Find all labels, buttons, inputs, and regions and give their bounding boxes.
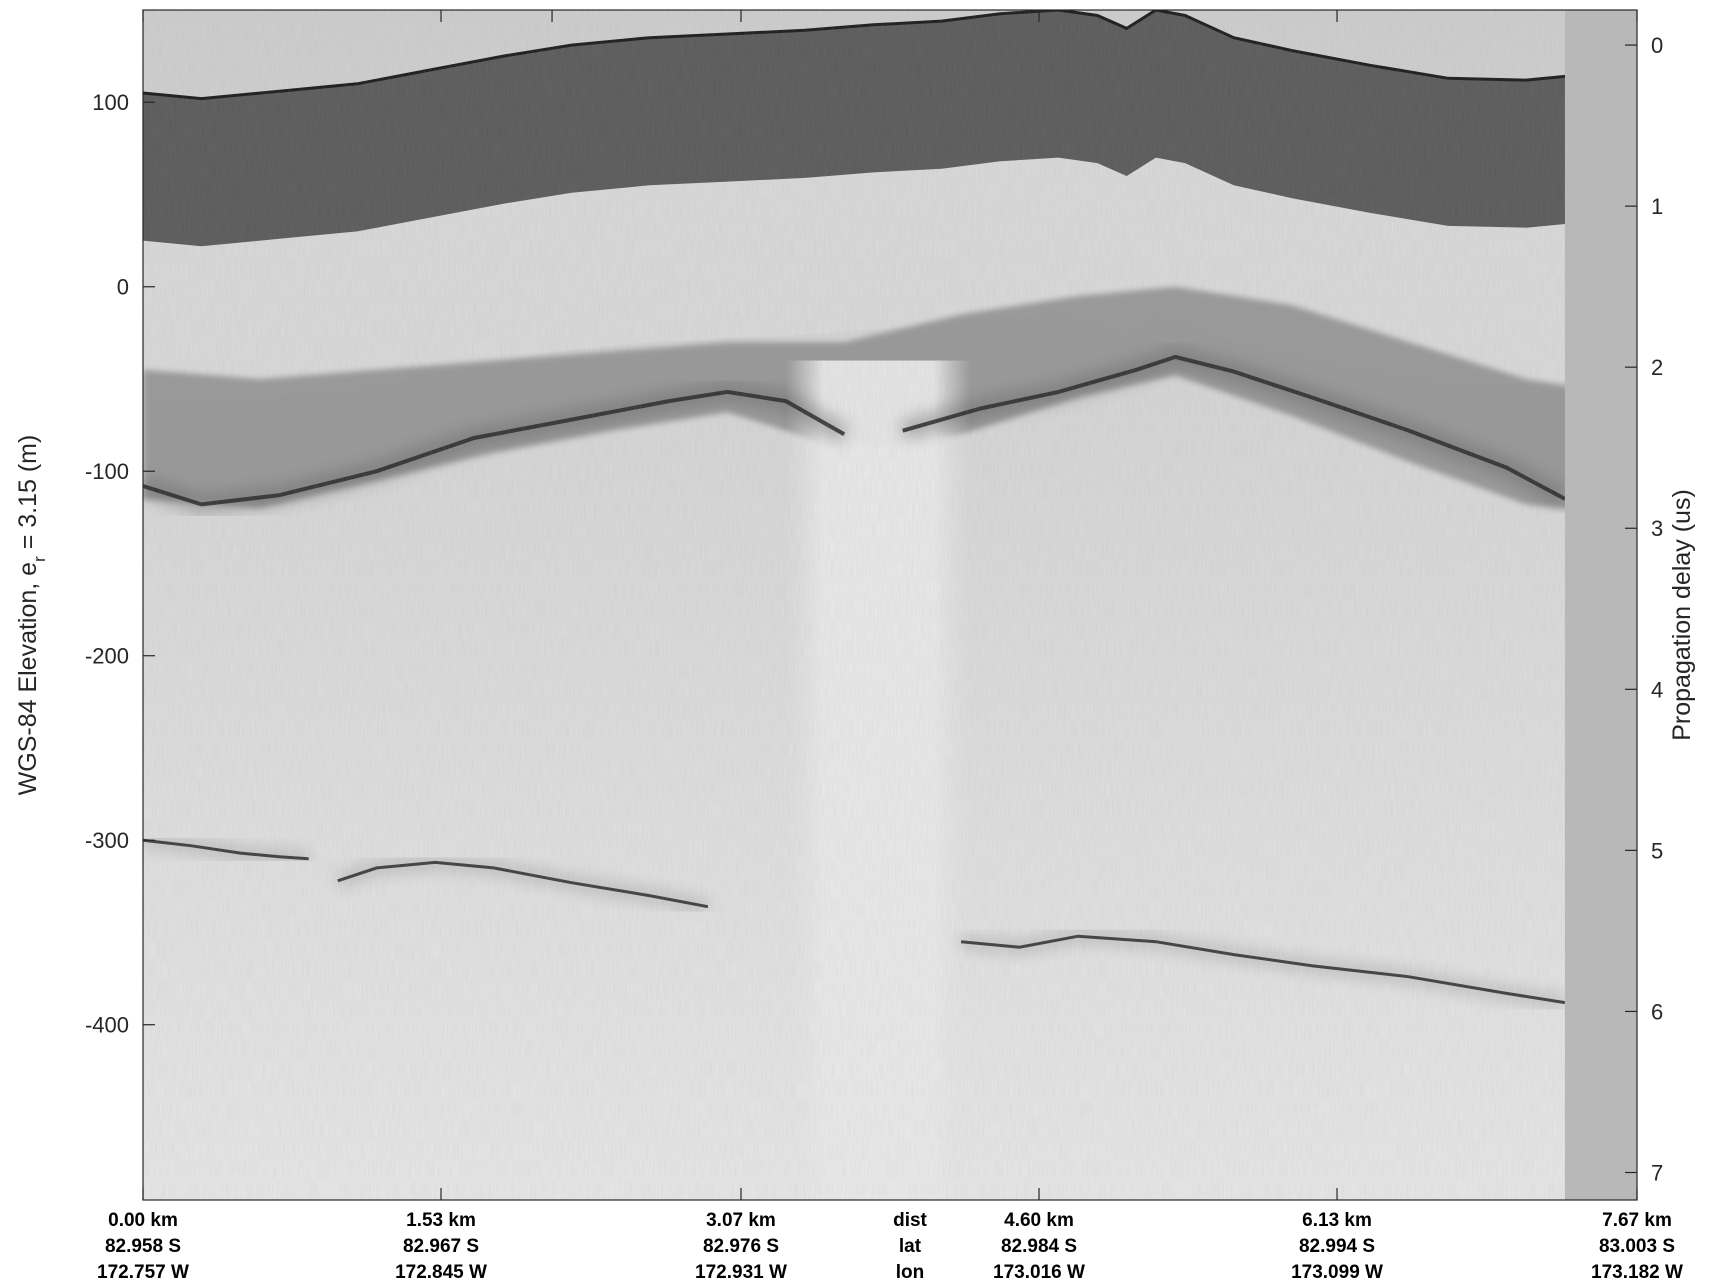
bottom-dist-label: 0.00 km	[108, 1210, 178, 1231]
bottom-dist-label: 4.60 km	[1004, 1210, 1074, 1231]
left-tick-label: -100	[85, 459, 129, 484]
speckle-noise	[143, 10, 1637, 1200]
plot-area	[143, 10, 1637, 1200]
bottom-lat-label: 82.976 S	[703, 1236, 779, 1257]
bottom-dist-label: 3.07 km	[706, 1210, 776, 1231]
left-axis-title-suffix: = 3.15 (m)	[14, 435, 42, 557]
right-tick-label: 5	[1651, 838, 1663, 863]
bottom-dist-label: 6.13 km	[1302, 1210, 1372, 1231]
row-label-dist: dist	[893, 1210, 927, 1231]
bottom-lat-label: 82.994 S	[1299, 1236, 1375, 1257]
left-tick-label: 100	[92, 90, 129, 115]
left-tick-label: -400	[85, 1013, 129, 1038]
bottom-axis: 0.00 km 82.958 S 172.757 W 1.53 km 82.967 S 1…	[97, 10, 1683, 1280]
bottom-dist-label: 1.53 km	[406, 1210, 476, 1231]
bottom-lon-label: 172.931 W	[695, 1262, 787, 1280]
bottom-lon-label: 173.182 W	[1591, 1262, 1683, 1280]
right-tick-label: 1	[1651, 194, 1663, 219]
bottom-lon-label: 172.845 W	[395, 1262, 487, 1280]
right-axis-title: Propagation delay (us)	[1668, 489, 1696, 741]
right-tick-label: 2	[1651, 355, 1663, 380]
bottom-lon-label: 173.016 W	[993, 1262, 1085, 1280]
bottom-dist-label: 7.67 km	[1602, 1210, 1672, 1231]
row-label-lat: lat	[899, 1236, 922, 1257]
left-axis-title-subscript: r	[30, 556, 49, 562]
bottom-lat-label: 82.958 S	[105, 1236, 181, 1257]
right-tick-label: 0	[1651, 33, 1663, 58]
right-tick-label: 7	[1651, 1161, 1663, 1186]
right-edge-padding-strip	[1564, 10, 1637, 1200]
left-tick-label: -200	[85, 644, 129, 669]
bottom-lon-label: 172.757 W	[97, 1262, 189, 1280]
left-tick-label: 0	[117, 275, 129, 300]
right-tick-label: 4	[1651, 677, 1663, 702]
bottom-lat-label: 82.984 S	[1001, 1236, 1077, 1257]
left-tick-label: -300	[85, 828, 129, 853]
row-label-lon: lon	[896, 1262, 925, 1280]
right-tick-label: 6	[1651, 999, 1663, 1024]
bottom-lon-label: 173.099 W	[1291, 1262, 1383, 1280]
left-axis: 100 0 -100 -200 -300 -400	[85, 10, 553, 1038]
bottom-lat-label: 83.003 S	[1599, 1236, 1675, 1257]
plot-frame	[142, 9, 1638, 1201]
left-axis-title: WGS-84 Elevation, er = 3.15 (m)	[14, 435, 49, 796]
right-tick-label: 3	[1651, 516, 1663, 541]
left-axis-title-main: WGS-84 Elevation, e	[14, 562, 42, 795]
bottom-lat-label: 82.967 S	[403, 1236, 479, 1257]
right-axis: 0 1 2 3 4 5 6 7	[1625, 33, 1663, 1186]
